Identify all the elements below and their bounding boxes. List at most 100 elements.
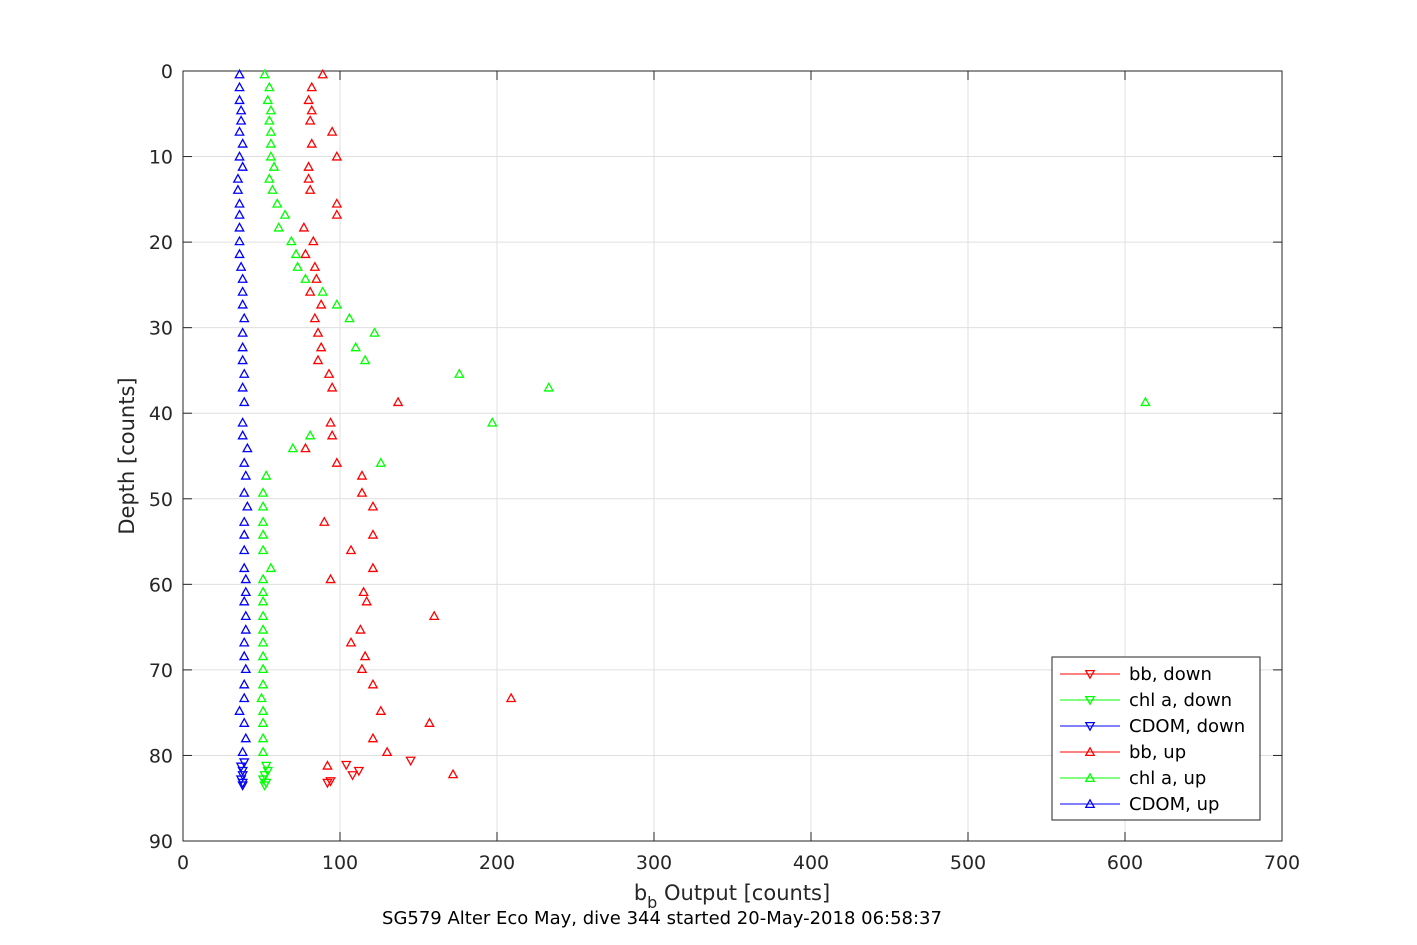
data-point bbox=[392, 396, 404, 407]
data-point bbox=[257, 516, 269, 526]
data-point bbox=[359, 354, 371, 365]
data-point bbox=[237, 778, 248, 789]
data-point bbox=[265, 126, 277, 136]
data-point bbox=[325, 573, 336, 584]
data-point bbox=[238, 312, 250, 323]
data-point bbox=[505, 692, 517, 703]
y-tick-label: 40 bbox=[149, 403, 173, 425]
data-point bbox=[424, 717, 435, 727]
legend-label: bb, down bbox=[1129, 664, 1212, 685]
data-point bbox=[238, 516, 250, 526]
legend-label: chl a, up bbox=[1129, 768, 1206, 789]
data-point bbox=[237, 382, 248, 392]
data-point bbox=[279, 209, 291, 219]
y-tick-label: 70 bbox=[149, 660, 173, 682]
legend-label: CDOM, down bbox=[1129, 716, 1245, 737]
data-point bbox=[240, 624, 252, 634]
data-point bbox=[325, 417, 336, 427]
data-point bbox=[323, 368, 335, 378]
data-point bbox=[265, 104, 277, 115]
data-point bbox=[238, 636, 250, 647]
x-tick-label: 100 bbox=[322, 852, 358, 874]
data-point bbox=[367, 678, 379, 689]
data-point bbox=[235, 261, 247, 271]
data-point bbox=[306, 81, 318, 92]
data-point bbox=[264, 81, 275, 92]
x-tick-label: 0 bbox=[177, 852, 189, 874]
x-tick-label: 300 bbox=[636, 852, 672, 874]
data-point bbox=[237, 161, 248, 171]
data-point bbox=[262, 94, 274, 105]
data-point bbox=[326, 382, 338, 392]
data-point bbox=[234, 222, 245, 232]
data-point bbox=[234, 198, 245, 208]
data-point bbox=[345, 636, 357, 647]
x-tick-label: 200 bbox=[479, 852, 515, 874]
data-point bbox=[312, 327, 324, 337]
data-point bbox=[257, 705, 269, 715]
data-point bbox=[309, 261, 321, 271]
legend-marker bbox=[1084, 798, 1096, 809]
legend-label: chl a, down bbox=[1129, 690, 1232, 711]
data-point bbox=[375, 705, 387, 715]
data-point bbox=[317, 68, 329, 79]
data-point bbox=[237, 746, 248, 757]
series-chl-a-up bbox=[256, 68, 1151, 757]
data-point bbox=[350, 341, 362, 352]
data-point bbox=[238, 529, 250, 539]
data-point bbox=[238, 650, 250, 661]
data-point bbox=[257, 663, 269, 674]
data-point bbox=[257, 678, 269, 689]
data-point bbox=[369, 327, 380, 337]
data-point bbox=[237, 781, 248, 791]
x-tick-label: 700 bbox=[1264, 852, 1300, 874]
data-point bbox=[238, 692, 250, 703]
data-point bbox=[315, 299, 327, 309]
data-point bbox=[286, 235, 297, 246]
data-point bbox=[304, 286, 316, 296]
legend-marker bbox=[1084, 695, 1096, 706]
data-point bbox=[367, 529, 379, 539]
x-tick-label: 400 bbox=[793, 852, 829, 874]
data-point bbox=[304, 429, 316, 440]
legend-marker bbox=[1084, 721, 1096, 732]
data-point bbox=[240, 573, 252, 584]
data-point bbox=[238, 368, 250, 378]
data-point bbox=[237, 417, 248, 427]
data-point bbox=[256, 692, 267, 703]
data-point bbox=[237, 327, 248, 337]
data-point bbox=[367, 562, 379, 573]
data-point bbox=[309, 312, 321, 323]
data-point bbox=[273, 222, 285, 232]
legend-marker bbox=[1084, 772, 1096, 783]
data-point bbox=[356, 663, 368, 674]
data-point bbox=[257, 544, 269, 555]
data-point bbox=[326, 126, 338, 136]
series-cdom-up bbox=[232, 68, 253, 757]
data-point bbox=[290, 248, 302, 259]
data-point bbox=[331, 457, 343, 467]
data-point bbox=[242, 500, 253, 511]
data-point bbox=[454, 368, 465, 378]
data-point bbox=[428, 610, 440, 620]
x-tick-label: 500 bbox=[950, 852, 986, 874]
legend-marker bbox=[1084, 669, 1096, 680]
data-point bbox=[344, 312, 355, 323]
data-point bbox=[240, 470, 252, 480]
data-point bbox=[300, 248, 311, 259]
data-point bbox=[238, 595, 250, 606]
data-point bbox=[325, 777, 336, 787]
data-point bbox=[257, 586, 269, 597]
data-point bbox=[240, 732, 252, 743]
data-point bbox=[356, 487, 368, 497]
data-point bbox=[259, 781, 270, 791]
data-point bbox=[543, 382, 555, 392]
plot-area bbox=[182, 70, 1283, 842]
data-point bbox=[326, 429, 338, 440]
data-point bbox=[257, 732, 269, 743]
y-tick-label: 50 bbox=[149, 489, 173, 511]
data-point bbox=[240, 586, 252, 597]
data-point bbox=[257, 636, 269, 647]
data-point bbox=[306, 138, 318, 148]
